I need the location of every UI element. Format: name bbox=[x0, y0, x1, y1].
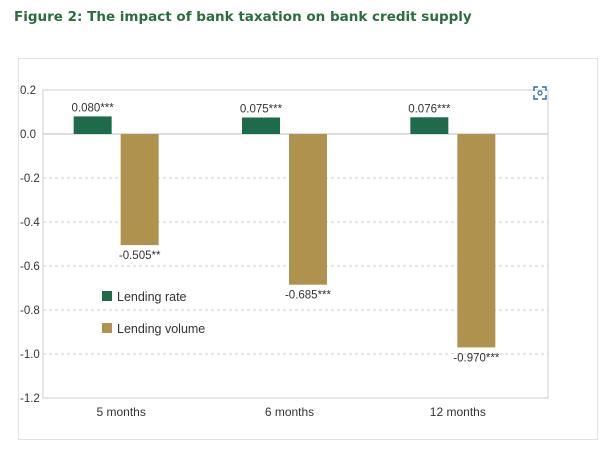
bar-lending-rate bbox=[242, 117, 280, 134]
y-tick-label: -0.6 bbox=[20, 261, 40, 273]
legend-label: Lending volume bbox=[117, 322, 205, 336]
data-label: -0.685*** bbox=[285, 290, 332, 302]
bar-lending-volume bbox=[289, 134, 327, 285]
y-tick-label: 0.2 bbox=[20, 85, 36, 97]
y-tick-label: 0.0 bbox=[20, 129, 36, 141]
data-label: 0.076*** bbox=[408, 103, 451, 115]
legend-label: Lending rate bbox=[117, 290, 187, 304]
x-tick-label: 5 months bbox=[96, 405, 145, 419]
y-tick-label: -0.2 bbox=[20, 173, 40, 185]
bar-lending-volume bbox=[120, 134, 159, 246]
data-label: 0.080*** bbox=[72, 102, 115, 114]
y-tick-label: -1.2 bbox=[20, 393, 40, 405]
x-tick-label: 6 months bbox=[265, 405, 314, 419]
bar-lending-rate bbox=[73, 116, 112, 134]
legend-swatch bbox=[102, 291, 112, 301]
y-tick-label: -0.8 bbox=[20, 305, 40, 317]
data-label: 0.075*** bbox=[240, 104, 283, 116]
y-tick-label: -1.0 bbox=[20, 349, 40, 361]
plot-border bbox=[42, 89, 549, 399]
figure-title: Figure 2: The impact of bank taxation on… bbox=[14, 9, 472, 25]
legend-swatch bbox=[102, 323, 112, 333]
y-tick-label: -0.4 bbox=[20, 217, 40, 229]
bar-lending-rate bbox=[410, 117, 449, 134]
bar-lending-volume bbox=[457, 134, 496, 348]
x-tick-label: 12 months bbox=[430, 405, 486, 419]
expand-icon bbox=[533, 86, 547, 100]
data-label: -0.970*** bbox=[453, 352, 500, 364]
expand-button[interactable] bbox=[532, 85, 548, 101]
data-label: -0.505** bbox=[119, 250, 161, 262]
